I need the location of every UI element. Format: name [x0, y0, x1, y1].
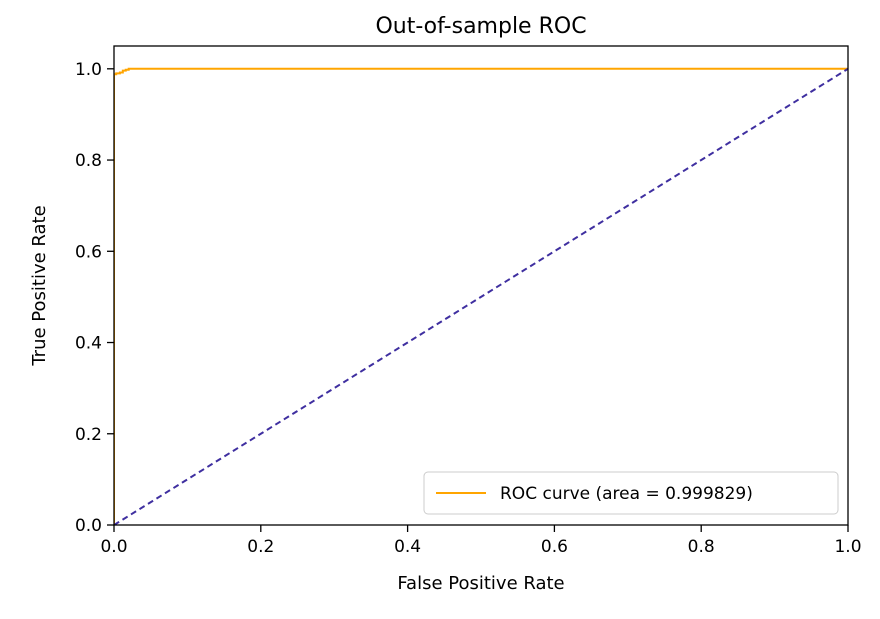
- y-tick-label: 0.8: [75, 151, 102, 171]
- x-tick-label: 1.0: [834, 537, 861, 557]
- x-tick-label: 0.0: [100, 537, 127, 557]
- legend: ROC curve (area = 0.999829): [423, 471, 839, 515]
- y-tick-label: 0.2: [75, 425, 102, 445]
- legend-box: [423, 471, 839, 515]
- x-tick-label: 0.6: [541, 537, 568, 557]
- chance-diagonal-line: [114, 67, 848, 525]
- y-axis-ticks: 0.0 0.2 0.4 0.6 0.8 1.0: [75, 60, 114, 536]
- y-tick-label: 0.4: [75, 334, 102, 354]
- x-tick-label: 0.2: [247, 537, 274, 557]
- y-tick-label: 0.6: [75, 242, 102, 262]
- x-axis-label: False Positive Rate: [397, 573, 564, 594]
- x-tick-label: 0.4: [394, 537, 421, 557]
- plot-area: [113, 45, 849, 526]
- y-tick-label: 1.0: [75, 60, 102, 80]
- legend-label-roc-curve: ROC curve (area = 0.999829): [500, 484, 753, 504]
- x-tick-label: 0.8: [688, 537, 715, 557]
- y-axis-label: True Positive Rate: [29, 205, 50, 366]
- axes-frame: [113, 45, 849, 526]
- x-axis-ticks: 0.0 0.2 0.4 0.6 0.8 1.0: [100, 525, 862, 557]
- y-tick-label: 0.0: [75, 516, 102, 536]
- chart-title: Out-of-sample ROC: [375, 14, 586, 39]
